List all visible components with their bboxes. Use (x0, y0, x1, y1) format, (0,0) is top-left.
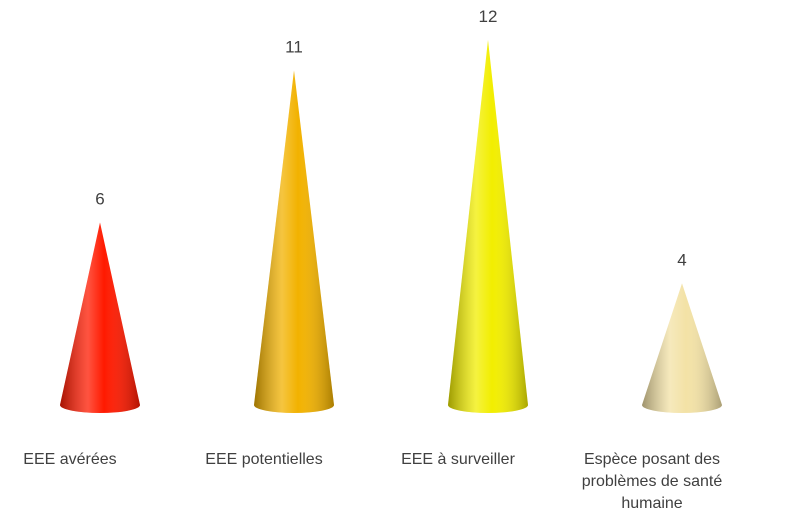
x-tick-label: Espèce posant des problèmes de santé hum… (581, 451, 723, 512)
x-tick-label: EEE avérées (23, 451, 117, 468)
cone-shade (254, 70, 334, 414)
x-tick-label: EEE potentielles (205, 451, 323, 468)
cone-shade (642, 283, 722, 413)
x-tick-label: EEE à surveiller (401, 451, 515, 468)
value-label: 11 (285, 37, 303, 56)
value-label: 12 (479, 7, 498, 26)
cone-shade (448, 40, 528, 413)
cone-shade (60, 222, 140, 413)
value-label: 6 (95, 190, 104, 209)
value-label: 4 (677, 250, 686, 269)
